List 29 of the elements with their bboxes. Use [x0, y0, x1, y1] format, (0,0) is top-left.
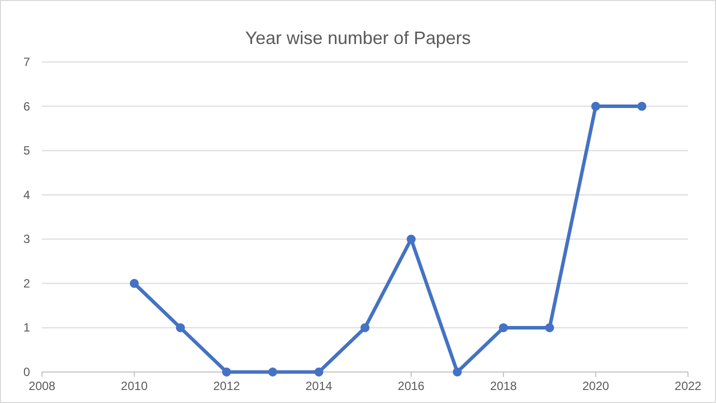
- point: [637, 102, 646, 111]
- y-tick-label: 7: [23, 55, 30, 69]
- x-tick-label: 2010: [120, 379, 148, 393]
- chart-title: Year wise number of Papers: [245, 28, 471, 48]
- x-tick-label: 2008: [28, 379, 56, 393]
- point: [360, 323, 370, 332]
- point: [314, 368, 324, 376]
- y-tick-label: 6: [23, 99, 30, 114]
- point: [176, 323, 185, 332]
- y-tick-label: 5: [23, 144, 30, 158]
- x-tick-label: 2012: [213, 379, 240, 393]
- point: [545, 323, 554, 332]
- y-tick-label: 3: [23, 232, 30, 246]
- point: [222, 368, 232, 376]
- point: [591, 102, 600, 111]
- y-tick-label: 0: [23, 365, 30, 379]
- point: [130, 278, 139, 288]
- x-tick-label: 2014: [306, 379, 333, 393]
- x-tick-label: 2022: [674, 379, 702, 393]
- point: [452, 368, 462, 376]
- y-tick-label: 4: [23, 188, 30, 202]
- point: [498, 323, 508, 332]
- x-tick-label: 2020: [582, 379, 610, 393]
- y-tick-label: 2: [23, 276, 30, 290]
- point: [406, 234, 416, 244]
- x-tick-label: 2016: [398, 379, 425, 393]
- y-tick-label: 1: [23, 320, 30, 335]
- x-tick-label: 2018: [490, 379, 518, 393]
- point: [268, 368, 278, 376]
